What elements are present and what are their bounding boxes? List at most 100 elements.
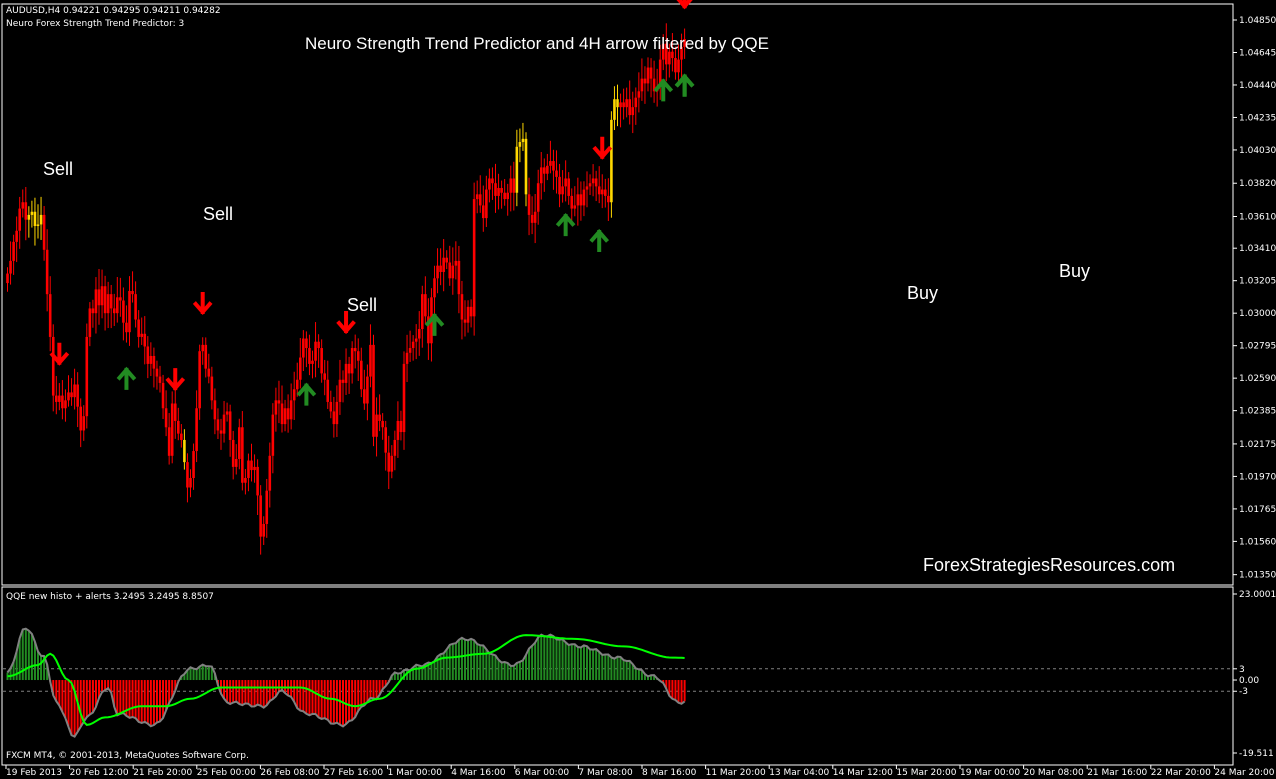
candle-body	[661, 43, 665, 60]
candle-body	[466, 306, 470, 323]
candle-body	[539, 167, 543, 184]
candle-body	[637, 91, 641, 98]
price-tick-label: 1.02795	[1239, 342, 1276, 352]
candle-body	[6, 273, 9, 284]
candle-body	[469, 306, 473, 317]
indicator-tick-label: 0.00	[1239, 676, 1259, 686]
candle-body	[360, 360, 363, 390]
watermark: ForexStrategiesResources.com	[923, 555, 1175, 575]
candle-body	[497, 187, 500, 196]
candle-body	[317, 341, 320, 349]
time-tick-label: 22 Mar 20:00	[1151, 768, 1211, 778]
candle-body	[228, 411, 232, 440]
main-chart-frame	[1, 3, 1234, 586]
buy-arrow	[674, 73, 695, 97]
candle-body	[140, 333, 143, 337]
candle-body	[314, 341, 317, 361]
candle-body	[51, 336, 55, 396]
candle-body	[591, 178, 595, 184]
candle-body	[536, 183, 540, 212]
candle-body	[396, 420, 400, 440]
candle-body	[680, 46, 683, 60]
candle-body	[515, 146, 519, 193]
footer-copyright: FXCM MT4, © 2001-2013, MetaQuotes Softwa…	[6, 751, 249, 761]
candle-body	[558, 176, 561, 195]
symbol-info: AUDUSD,H4 0.94221 0.94295 0.94211 0.9428…	[6, 6, 221, 16]
buy-arrow	[116, 366, 137, 390]
candle-body	[652, 78, 656, 92]
candle-body	[109, 294, 113, 309]
candle-body	[9, 260, 12, 274]
price-tick-label: 1.03205	[1239, 277, 1276, 287]
candle-body	[533, 211, 537, 223]
candle-body	[67, 392, 70, 401]
candle-body	[393, 439, 397, 456]
candle-body	[335, 401, 339, 425]
candle-body	[222, 414, 226, 434]
candle-body	[463, 319, 467, 323]
candle-body	[414, 338, 418, 342]
candle-body	[472, 199, 476, 317]
indicator-tick-label: 3	[1239, 665, 1245, 675]
candle-body	[125, 322, 128, 333]
candle-body	[219, 430, 223, 434]
candle-body	[262, 523, 265, 537]
candle-body	[530, 214, 534, 223]
candle-body	[24, 202, 28, 220]
price-tick-label: 1.03820	[1239, 179, 1276, 189]
candle-body	[643, 78, 647, 84]
candle-body	[555, 170, 558, 177]
candle-body	[244, 477, 247, 483]
candle-body	[195, 408, 198, 452]
candle-body	[579, 194, 583, 206]
indicator-info: Neuro Forex Strength Trend Predictor: 3	[6, 19, 184, 29]
candle-body	[390, 455, 394, 472]
candle-body	[658, 59, 662, 87]
candle-body	[408, 348, 412, 353]
candle-body	[167, 427, 171, 456]
time-tick-label: 13 Mar 04:00	[769, 768, 829, 778]
candle-body	[82, 416, 86, 431]
candle-body	[186, 462, 189, 488]
candle-body	[628, 99, 631, 116]
candle-body	[155, 368, 159, 377]
candle-body	[265, 490, 269, 524]
candle-body	[613, 99, 616, 120]
candle-body	[274, 400, 278, 415]
candle-body	[503, 192, 506, 200]
candle-body	[527, 194, 531, 215]
time-tick-label: 24 Mar 20:00	[1214, 768, 1274, 778]
candle-body	[116, 297, 119, 314]
candle-body	[320, 348, 323, 374]
candle-body	[61, 395, 64, 409]
candle-body	[283, 408, 287, 425]
candle-body	[177, 420, 180, 434]
candle-body	[451, 265, 455, 279]
candle-body	[55, 395, 58, 402]
candle-body	[616, 99, 619, 108]
candle-body	[21, 202, 25, 209]
candle-body	[347, 363, 351, 374]
sell-arrow	[336, 311, 356, 335]
candle-body	[289, 400, 293, 420]
candle-body	[70, 392, 73, 398]
indicator-title: QQE new histo + alerts 3.2495 3.2495 8.8…	[6, 592, 214, 602]
candle-body	[91, 308, 95, 314]
candle-body	[457, 260, 461, 295]
candle-body	[491, 178, 494, 184]
indicator-tick-label: 23.0001	[1239, 590, 1276, 600]
candle-body	[192, 451, 195, 478]
candle-body	[299, 357, 302, 380]
candle-body	[119, 297, 122, 301]
buy-arrow	[555, 213, 576, 237]
buy-arrow	[424, 312, 445, 336]
candle-body	[256, 466, 259, 496]
candle-body	[573, 205, 577, 209]
sell-label: Sell	[43, 159, 73, 179]
candle-body	[225, 411, 229, 415]
candles-layer	[6, 23, 686, 555]
time-tick-label: 14 Mar 12:00	[833, 768, 893, 778]
candle-body	[42, 214, 46, 250]
price-tick-label: 1.01765	[1239, 505, 1276, 515]
